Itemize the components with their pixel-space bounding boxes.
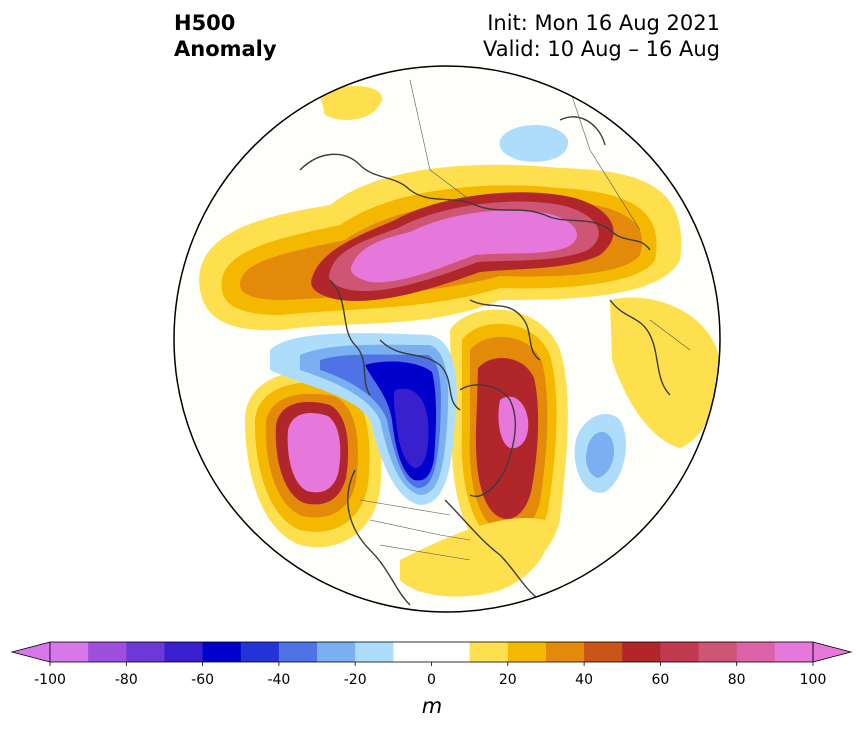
colorbar-cell	[164, 642, 204, 662]
title-right: Init: Mon 16 Aug 2021 Valid: 10 Aug – 16…	[483, 10, 720, 62]
colorbar-cell	[507, 642, 547, 662]
greenland-ridge	[450, 309, 568, 566]
pacific-ridge	[245, 368, 382, 548]
init-time: Init: Mon 16 Aug 2021	[487, 11, 720, 35]
colorbar-tick-label: -20	[343, 672, 367, 688]
colorbar-cell	[622, 642, 661, 662]
colorbar-cell	[545, 642, 585, 662]
colorbar-tick-label: 20	[498, 672, 517, 688]
canadian-trough	[270, 333, 457, 505]
variable-title: H500	[174, 11, 236, 35]
colorbar-cell	[736, 642, 776, 662]
colorbar-cell	[355, 642, 394, 662]
valid-range: Valid: 10 Aug – 16 Aug	[482, 37, 720, 61]
anomaly-field	[199, 66, 720, 606]
colorbar-tick-label: 0	[427, 672, 436, 688]
colorbar-tick-label: 60	[651, 672, 670, 688]
colorbar-cell	[317, 642, 356, 662]
colorbar-cell	[240, 642, 280, 662]
colorbar-tick-label: -100	[34, 672, 66, 688]
colorbar-cell	[393, 642, 432, 662]
colorbar-cell	[660, 642, 700, 662]
title-left: H500 Anomaly	[174, 10, 277, 62]
colorbar-cell	[774, 642, 814, 662]
europe-ridge	[610, 297, 720, 448]
colorbar-tick-label: 100	[799, 672, 827, 688]
anomaly-title: Anomaly	[174, 37, 277, 61]
colorbar-cell	[50, 642, 89, 662]
colorbar-tick-label: -60	[191, 672, 215, 688]
colorbar-cell	[584, 642, 623, 662]
colorbar-tick-label: -80	[114, 672, 138, 688]
colorbar-tick-label: 40	[575, 672, 594, 688]
colorbar-cell	[469, 642, 509, 662]
colorbar-tick-label: 80	[727, 672, 746, 688]
borders	[359, 66, 691, 561]
east-siberian-trough	[499, 125, 569, 162]
colorbar-cell	[698, 642, 738, 662]
colorbar-cell	[278, 642, 318, 662]
colorbar-extend-high	[812, 641, 853, 663]
siberian-ridge	[199, 164, 682, 331]
colorbar-extend-low	[10, 641, 51, 663]
map-boundary	[173, 65, 721, 613]
colorbar-tick-label: -40	[267, 672, 291, 688]
colorbar-cell	[202, 642, 242, 662]
colorbar-unit: m	[421, 694, 443, 718]
us-ridge	[400, 518, 549, 597]
coastlines	[299, 116, 671, 606]
colorbar-cell	[88, 642, 127, 662]
colorbar-cell	[126, 642, 165, 662]
colorbar-cell	[431, 642, 471, 662]
